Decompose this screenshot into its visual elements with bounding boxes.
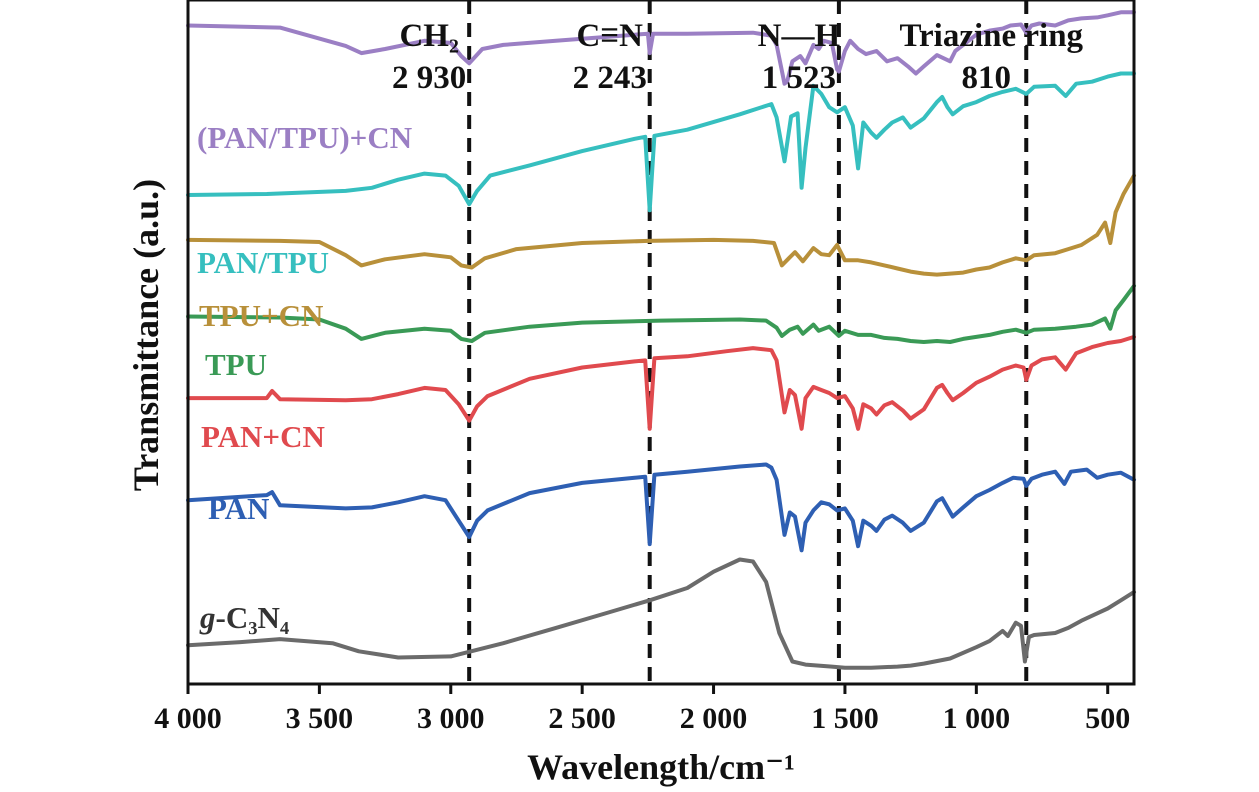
series-line-tpu-cn [186,173,1136,277]
reference-label-group: N—H [758,18,841,54]
x-tick-label: 4 000 [154,702,222,735]
x-tick-label: 1 000 [943,702,1011,735]
series-label-tpu: TPU [205,347,267,382]
x-tick-label: 1 500 [811,702,879,735]
series-line-pan-tpu-cn [186,10,1136,86]
x-tick-label: 2 500 [548,702,616,735]
reference-labels: CH₂ 2 930 C≡N 2 243 N—H 1 523 Triazine ring 810 [392,18,1084,96]
series-line-g-c-n [186,557,1136,670]
x-tick-label: 2 000 [680,702,748,735]
x-axis-title: Wavelength/cm⁻¹ [527,747,795,787]
reference-label-group: CH₂ [399,18,459,54]
series-label-tpu-cn: TPU+CN [199,298,323,333]
reference-wavenumber-label: 1 523 [762,60,836,96]
reference-wavenumber-label: 2 930 [392,60,466,96]
reference-label-group: Triazine ring [899,18,1083,54]
series-label-g-c-n: g-C₃N₄ [199,600,289,635]
spectra-lines [186,10,1136,670]
series-label-pan-tpu-cn: (PAN/TPU)+CN [197,120,412,155]
reference-wavenumber-label: 810 [962,60,1012,96]
plot-frame [186,0,1136,686]
y-axis-title: Transmittance (a.u.) [126,179,166,491]
series-label-pan: PAN [208,491,269,526]
series-line-pan [186,462,1136,553]
x-tick-label: 500 [1085,702,1130,735]
x-axis-ticks: 4 000 3 500 3 000 2 500 2 000 1 500 1 000 500 [154,684,1130,735]
series-line-pan-cn [186,334,1136,431]
series-labels: (PAN/TPU)+CN PAN/TPU TPU+CN TPU PAN+CN PAN g-C… [197,120,412,635]
reference-label-group: C≡N [576,18,643,54]
series-line-tpu [186,283,1136,344]
reference-wavenumber-label: 2 243 [573,60,647,96]
series-line-pan-tpu [186,71,1136,213]
x-tick-label: 3 500 [286,702,354,735]
x-tick-label: 3 000 [417,702,485,735]
series-label-pan-tpu: PAN/TPU [197,245,329,280]
series-label-pan-cn: PAN+CN [201,419,325,454]
